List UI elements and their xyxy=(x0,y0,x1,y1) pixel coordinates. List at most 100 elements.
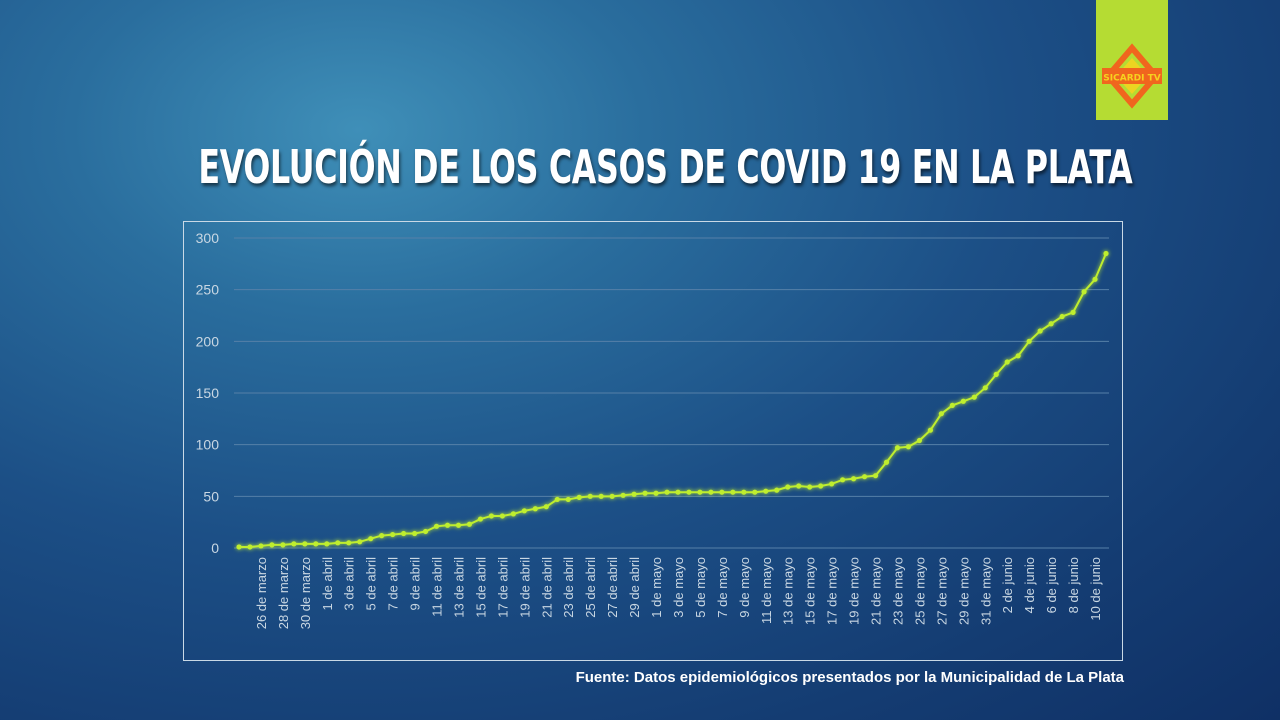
data-point xyxy=(466,521,473,527)
data-point xyxy=(346,540,352,546)
data-point xyxy=(368,536,374,542)
x-tick-label: 15 de mayo xyxy=(803,557,818,625)
x-tick-label: 9 de mayo xyxy=(737,557,752,618)
x-tick-label: 5 de mayo xyxy=(693,557,708,618)
data-point xyxy=(444,522,451,528)
x-tick-label: 29 de mayo xyxy=(956,557,971,625)
x-tick-label: 3 de abril xyxy=(342,557,357,611)
data-point xyxy=(883,459,890,465)
data-point xyxy=(247,544,253,550)
data-point xyxy=(861,474,868,480)
data-point xyxy=(631,491,637,497)
data-point xyxy=(850,476,857,482)
data-point xyxy=(1037,328,1043,334)
data-point xyxy=(894,445,901,451)
x-tick-label: 6 de junio xyxy=(1044,557,1059,613)
data-point xyxy=(796,483,802,489)
data-point xyxy=(488,513,495,519)
line-chart: 0 50 100 150 200 250 300 26 de marzo 28 de marz… xyxy=(196,230,1109,629)
data-point xyxy=(269,542,275,548)
series-line xyxy=(239,253,1107,548)
data-point xyxy=(818,483,824,489)
x-tick-label: 23 de abril xyxy=(561,557,576,618)
data-point xyxy=(609,493,615,499)
y-axis-ticks: 0 50 100 150 200 250 300 xyxy=(196,230,220,556)
x-tick-label: 23 de mayo xyxy=(890,557,905,625)
data-point xyxy=(302,541,308,547)
data-point xyxy=(763,488,769,494)
x-tick-label: 5 de abril xyxy=(364,557,379,611)
data-point xyxy=(422,528,429,535)
data-point xyxy=(510,511,516,517)
data-point xyxy=(872,473,879,479)
x-tick-label: 11 de abril xyxy=(430,557,445,617)
grid-lines xyxy=(234,237,1109,549)
x-tick-label: 1 de abril xyxy=(320,557,335,611)
data-point xyxy=(642,490,648,496)
y-tick-label: 50 xyxy=(203,488,219,504)
y-tick-label: 300 xyxy=(196,230,220,246)
data-point xyxy=(499,513,505,519)
data-point xyxy=(840,477,846,483)
data-point xyxy=(752,489,758,495)
x-tick-label: 30 de marzo xyxy=(298,557,313,629)
data-point xyxy=(433,523,440,529)
x-tick-label: 13 de abril xyxy=(451,557,466,618)
x-tick-label: 11 de mayo xyxy=(759,557,774,624)
data-point xyxy=(686,489,692,495)
data-point xyxy=(379,533,385,539)
sicardi-tv-logo: SICARDI TV xyxy=(1096,0,1168,120)
data-point xyxy=(401,530,407,537)
x-tick-label: 28 de marzo xyxy=(276,557,291,629)
x-tick-label: 21 de abril xyxy=(539,557,554,618)
data-point xyxy=(708,489,714,495)
data-point xyxy=(741,489,747,495)
data-point xyxy=(664,489,670,495)
x-tick-label: 10 de junio xyxy=(1088,557,1103,621)
data-point xyxy=(807,484,813,490)
data-point xyxy=(774,487,780,493)
data-point xyxy=(543,504,549,510)
x-tick-label: 19 de mayo xyxy=(847,557,862,625)
data-point xyxy=(532,506,538,512)
data-point xyxy=(1081,289,1087,295)
x-tick-label: 21 de mayo xyxy=(869,557,884,625)
x-tick-label: 31 de mayo xyxy=(978,557,993,625)
data-point xyxy=(982,385,988,391)
data-point xyxy=(1004,359,1010,365)
y-tick-label: 0 xyxy=(211,540,219,556)
x-tick-label: 4 de junio xyxy=(1022,557,1037,613)
data-point xyxy=(554,496,560,503)
data-point xyxy=(1015,353,1021,359)
data-point xyxy=(1048,321,1054,327)
y-tick-label: 150 xyxy=(196,385,220,401)
x-tick-label: 7 de abril xyxy=(386,557,401,611)
data-point xyxy=(324,541,330,547)
data-point xyxy=(1026,338,1032,344)
data-point xyxy=(521,508,527,514)
y-tick-label: 100 xyxy=(196,437,220,453)
sicardi-tv-logo-mark: SICARDI TV xyxy=(1102,43,1162,109)
x-tick-label: 1 de mayo xyxy=(649,557,664,618)
data-point xyxy=(587,493,593,499)
data-point xyxy=(280,542,286,548)
data-point xyxy=(719,489,725,495)
data-point xyxy=(960,398,966,404)
data-point xyxy=(653,490,659,496)
x-tick-label: 27 de abril xyxy=(605,557,620,618)
data-point xyxy=(598,493,604,499)
data-point xyxy=(938,411,944,417)
data-point xyxy=(477,516,484,522)
x-tick-label: 17 de mayo xyxy=(825,557,840,625)
y-tick-label: 200 xyxy=(196,333,220,349)
x-tick-label: 13 de mayo xyxy=(781,557,796,625)
data-point xyxy=(730,489,736,495)
data-point xyxy=(258,543,264,549)
x-tick-label: 25 de abril xyxy=(583,557,598,618)
data-point xyxy=(565,496,571,503)
data-point xyxy=(993,371,999,377)
data-point xyxy=(1092,276,1098,282)
data-point xyxy=(697,489,703,495)
data-point xyxy=(357,539,363,545)
data-point xyxy=(236,544,242,550)
